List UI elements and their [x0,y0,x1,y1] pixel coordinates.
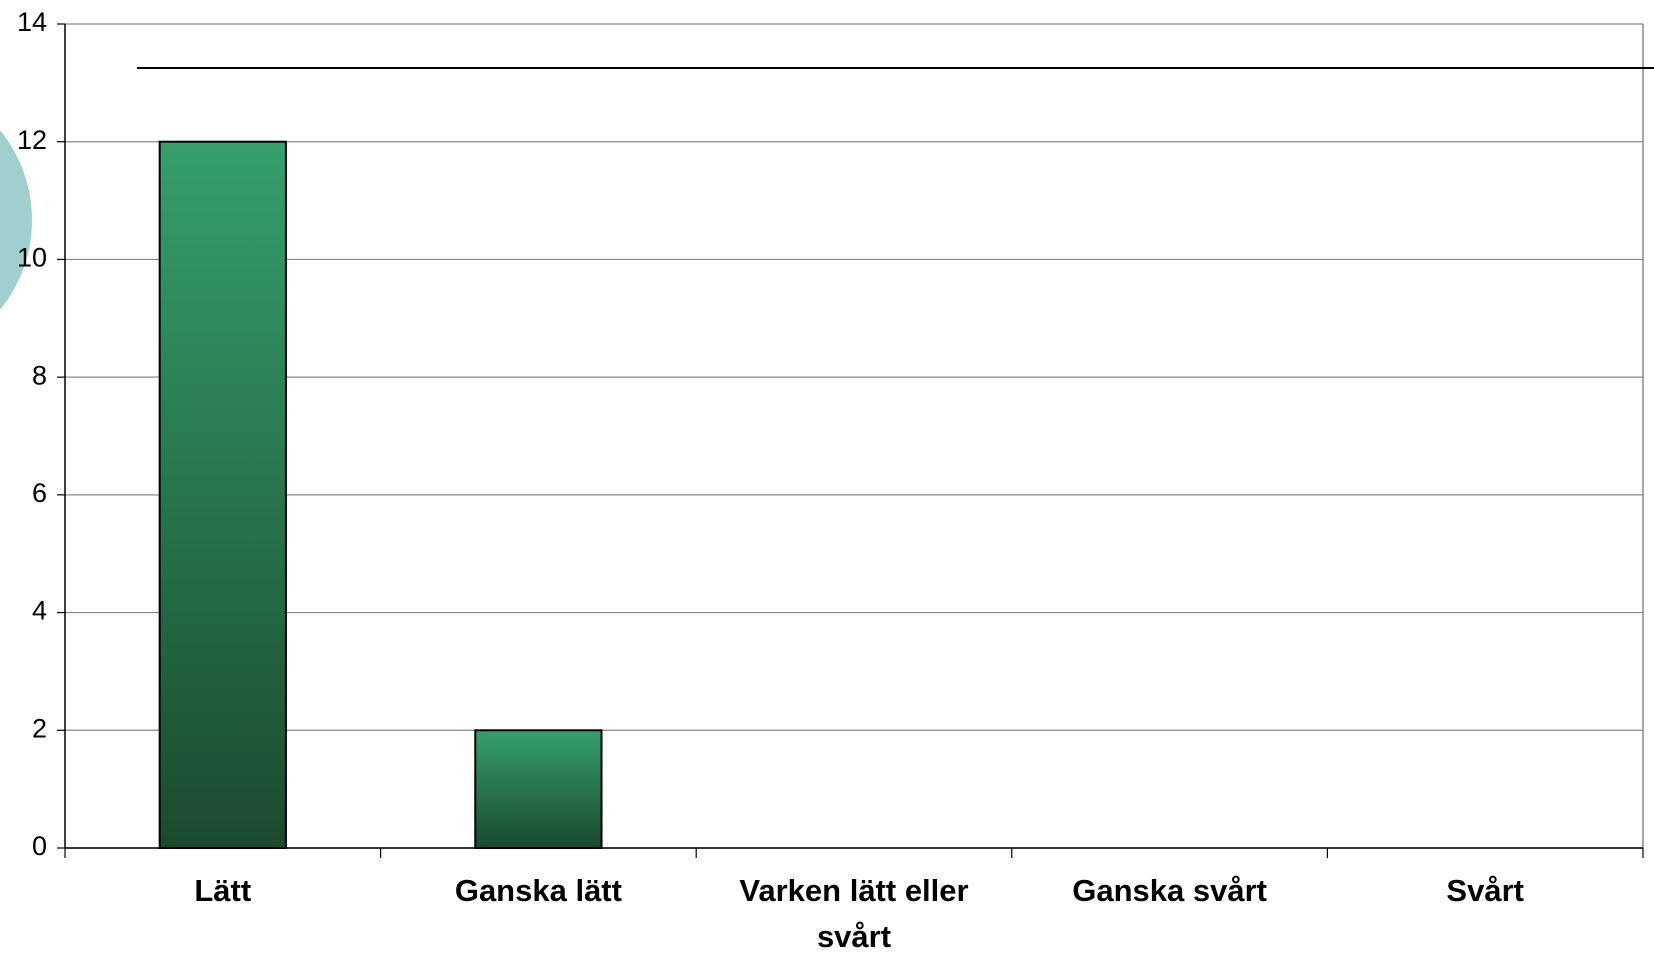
y-tick-label: 14 [17,7,47,37]
y-tick-label: 4 [32,596,47,626]
decoration-circle [0,130,32,310]
y-tick-label: 12 [17,125,47,155]
y-tick-label: 2 [32,713,47,743]
x-tick-label: Svårt [1446,873,1524,908]
y-tick-label: 6 [32,478,47,508]
x-tick-label: Lätt [194,873,252,908]
bar [158,140,287,849]
bar [474,729,603,849]
y-tick-label: 10 [17,243,47,273]
y-tick-label: 0 [32,831,47,861]
y-tick-label: 8 [32,360,47,390]
x-tick-label: Ganska svårt [1072,873,1267,908]
x-tick-label: Varken lätt eller svårt [739,873,969,954]
x-tick-label: Ganska lätt [454,873,622,908]
